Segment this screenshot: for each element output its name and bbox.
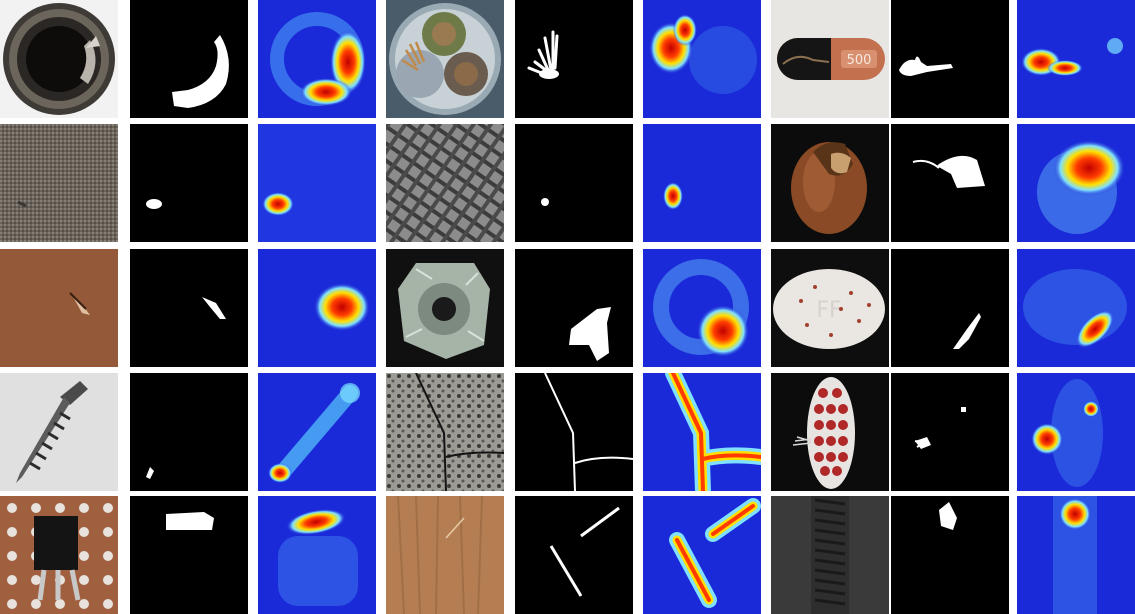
anomaly-heatmap-leather <box>258 249 376 367</box>
ground-truth-mask-toothbrush <box>891 373 1009 491</box>
anomaly-heatmap-transistor <box>258 496 376 614</box>
ground-truth-mask-metal-nut <box>515 249 633 367</box>
sample-image-toothbrush <box>771 373 889 491</box>
ground-truth-mask-capsule <box>891 0 1009 118</box>
anomaly-heatmap-screw <box>258 373 376 491</box>
sample-image-leather <box>0 249 118 367</box>
sample-image-screw <box>0 373 118 491</box>
sample-image-zipper <box>771 496 889 614</box>
anomaly-heatmap-wood <box>643 496 761 614</box>
sample-image-grid <box>386 124 504 242</box>
sample-image-transistor <box>0 496 118 614</box>
ground-truth-mask-bottle <box>130 0 248 118</box>
svg-text:500: 500 <box>847 53 872 68</box>
ground-truth-mask-leather <box>130 249 248 367</box>
anomaly-heatmap-hazelnut <box>1017 124 1135 242</box>
ground-truth-mask-grid <box>515 124 633 242</box>
ground-truth-mask-zipper <box>891 496 1009 614</box>
ground-truth-mask-carpet <box>130 124 248 242</box>
sample-image-cable <box>386 0 504 118</box>
ground-truth-mask-screw <box>130 373 248 491</box>
anomaly-heatmap-carpet <box>258 124 376 242</box>
sample-image-capsule: 500 <box>771 0 889 118</box>
anomaly-heatmap-pill <box>1017 249 1135 367</box>
sample-image-wood <box>386 496 504 614</box>
svg-text:FF: FF <box>816 298 841 323</box>
sample-image-metal-nut <box>386 249 504 367</box>
anomaly-heatmap-metal-nut <box>643 249 761 367</box>
anomaly-heatmap-tile <box>643 373 761 491</box>
ground-truth-mask-pill <box>891 249 1009 367</box>
sample-image-pill: FF <box>771 249 889 367</box>
anomaly-heatmap-grid <box>643 124 761 242</box>
anomaly-heatmap-toothbrush <box>1017 373 1135 491</box>
ground-truth-mask-cable <box>515 0 633 118</box>
ground-truth-mask-tile <box>515 373 633 491</box>
anomaly-heatmap-cable <box>643 0 761 118</box>
anomaly-heatmap-bottle <box>258 0 376 118</box>
sample-image-tile <box>386 373 504 491</box>
ground-truth-mask-wood <box>515 496 633 614</box>
sample-image-carpet <box>0 124 118 242</box>
sample-image-hazelnut <box>771 124 889 242</box>
anomaly-heatmap-zipper <box>1017 496 1135 614</box>
ground-truth-mask-transistor <box>130 496 248 614</box>
sample-image-bottle <box>0 0 118 118</box>
anomaly-heatmap-capsule <box>1017 0 1135 118</box>
ground-truth-mask-hazelnut <box>891 124 1009 242</box>
